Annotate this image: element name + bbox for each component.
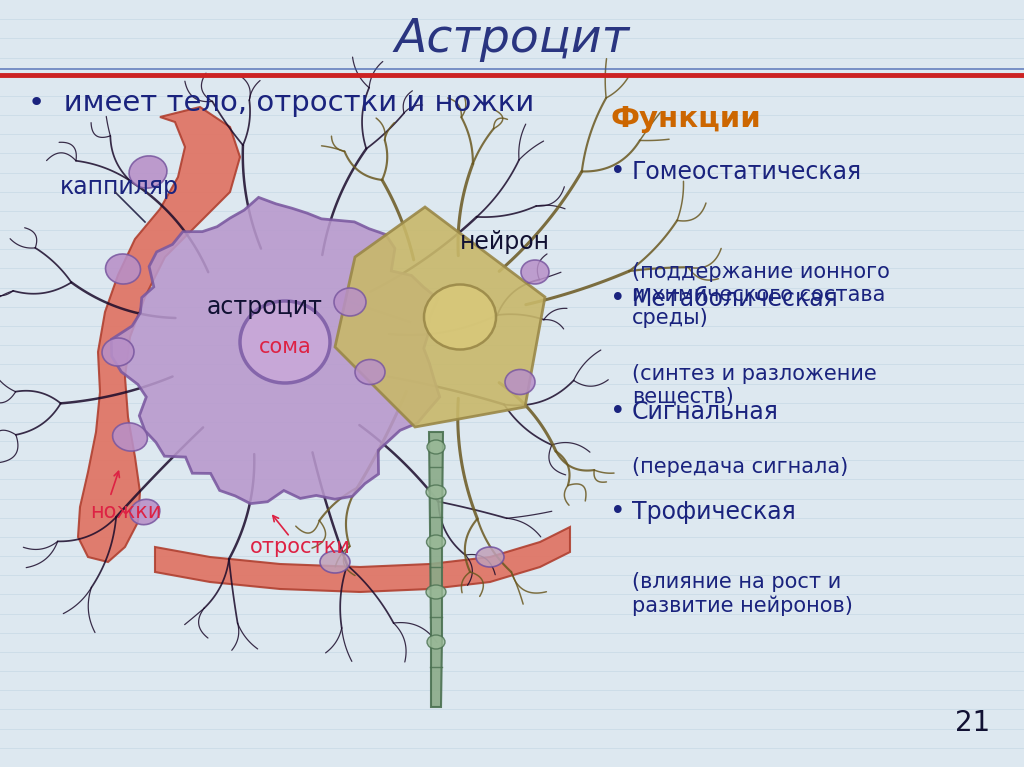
Text: (поддержание ионного
и химического состава
среды): (поддержание ионного и химического соста…: [632, 262, 890, 328]
Ellipse shape: [476, 547, 504, 567]
Polygon shape: [429, 432, 443, 707]
Ellipse shape: [102, 338, 134, 366]
Text: астроцит: астроцит: [207, 295, 323, 319]
Ellipse shape: [427, 440, 445, 454]
Ellipse shape: [240, 301, 330, 383]
Ellipse shape: [521, 260, 549, 284]
Text: •: •: [610, 399, 626, 425]
Text: каппиляр: каппиляр: [60, 175, 179, 199]
Ellipse shape: [427, 635, 445, 649]
Polygon shape: [78, 107, 240, 562]
Text: •: •: [610, 286, 626, 312]
Ellipse shape: [426, 485, 446, 499]
Text: (передача сигнала): (передача сигнала): [632, 457, 848, 477]
Text: отростки: отростки: [250, 537, 350, 557]
Text: Сигнальная: Сигнальная: [632, 400, 779, 424]
Ellipse shape: [334, 288, 366, 316]
Text: •  имеет тело, отростки и ножки: • имеет тело, отростки и ножки: [28, 89, 535, 117]
Text: ножки: ножки: [90, 502, 162, 522]
Polygon shape: [335, 207, 545, 427]
Text: •: •: [610, 159, 626, 185]
Ellipse shape: [319, 551, 350, 573]
Text: Трофическая: Трофическая: [632, 500, 796, 524]
Polygon shape: [112, 197, 439, 504]
Ellipse shape: [105, 254, 140, 284]
Ellipse shape: [424, 285, 496, 350]
Ellipse shape: [129, 156, 167, 188]
Text: Астроцит: Астроцит: [394, 17, 630, 61]
Ellipse shape: [505, 370, 535, 394]
Text: (влияние на рост и
развитие нейронов): (влияние на рост и развитие нейронов): [632, 572, 853, 616]
Text: Гомеостатическая: Гомеостатическая: [632, 160, 862, 184]
Ellipse shape: [130, 499, 160, 525]
Text: Функции: Функции: [610, 105, 761, 133]
Polygon shape: [155, 527, 570, 592]
Text: Метаболическая: Метаболическая: [632, 287, 839, 311]
Text: 21: 21: [954, 709, 990, 737]
Ellipse shape: [113, 423, 147, 451]
Ellipse shape: [355, 360, 385, 384]
Text: •: •: [610, 499, 626, 525]
Ellipse shape: [426, 585, 446, 599]
Ellipse shape: [427, 535, 445, 549]
Text: (синтез и разложение
веществ): (синтез и разложение веществ): [632, 364, 877, 407]
Text: нейрон: нейрон: [460, 230, 550, 254]
Text: сома: сома: [259, 337, 311, 357]
